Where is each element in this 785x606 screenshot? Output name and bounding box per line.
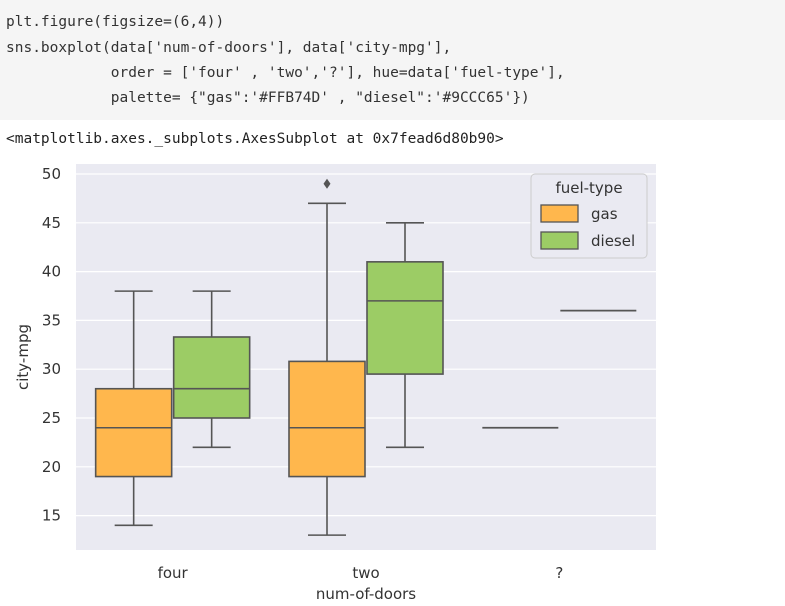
x-tick-label: two <box>352 564 379 582</box>
legend-label-gas: gas <box>591 205 618 223</box>
x-tick-labels: four two? <box>158 564 564 582</box>
legend-swatch-diesel <box>540 231 579 250</box>
y-tick-label: 30 <box>42 360 61 378</box>
y-tick-label: 45 <box>42 214 61 232</box>
code-cell[interactable]: plt.figure(figsize=(6,4)) sns.boxplot(da… <box>0 0 785 120</box>
iqr-box <box>172 336 251 419</box>
box-gas-two <box>288 178 366 536</box>
code-line: palette= {"gas":'#FFB74D' , "diesel":'#9… <box>6 90 530 106</box>
y-tick-label: 35 <box>42 311 61 329</box>
x-tick-label: ? <box>555 564 563 582</box>
y-tick-label: 50 <box>42 165 61 183</box>
code-line: order = ['four' , 'two','?'], hue=data['… <box>6 65 565 81</box>
y-tick-label: 15 <box>42 507 61 525</box>
box-diesel-two <box>366 222 444 449</box>
x-axis-label: num-of-doors <box>316 585 416 603</box>
y-tick-label: 40 <box>42 263 61 281</box>
iqr-box <box>366 261 444 375</box>
iqr-box <box>94 387 173 478</box>
iqr-box <box>288 360 366 478</box>
x-tick-label: four <box>158 564 189 582</box>
code-line: sns.boxplot(data['num-of-doors'], data['… <box>6 40 452 56</box>
y-tick-label: 25 <box>42 409 61 427</box>
legend: fuel-type gas diesel <box>530 173 648 259</box>
y-axis-label: city-mpg <box>14 324 32 390</box>
code-line: plt.figure(figsize=(6,4)) <box>6 14 225 30</box>
boxplot-chart: 15 20 25 30 35 40 45 50 four two? num-of-doors c… <box>14 164 656 603</box>
output-text: <matplotlib.axes._subplots.AxesSubplot a… <box>6 131 504 147</box>
box-series <box>94 178 637 536</box>
box-gas-four <box>94 290 173 527</box>
legend-swatch-gas <box>540 204 579 223</box>
legend-label-diesel: diesel <box>591 232 635 250</box>
box-diesel-four <box>172 290 251 449</box>
outlier-point <box>323 178 331 189</box>
y-tick-labels: 15 20 25 30 35 40 45 50 <box>42 165 61 525</box>
y-tick-label: 20 <box>42 458 61 476</box>
legend-title: fuel-type <box>555 179 622 197</box>
